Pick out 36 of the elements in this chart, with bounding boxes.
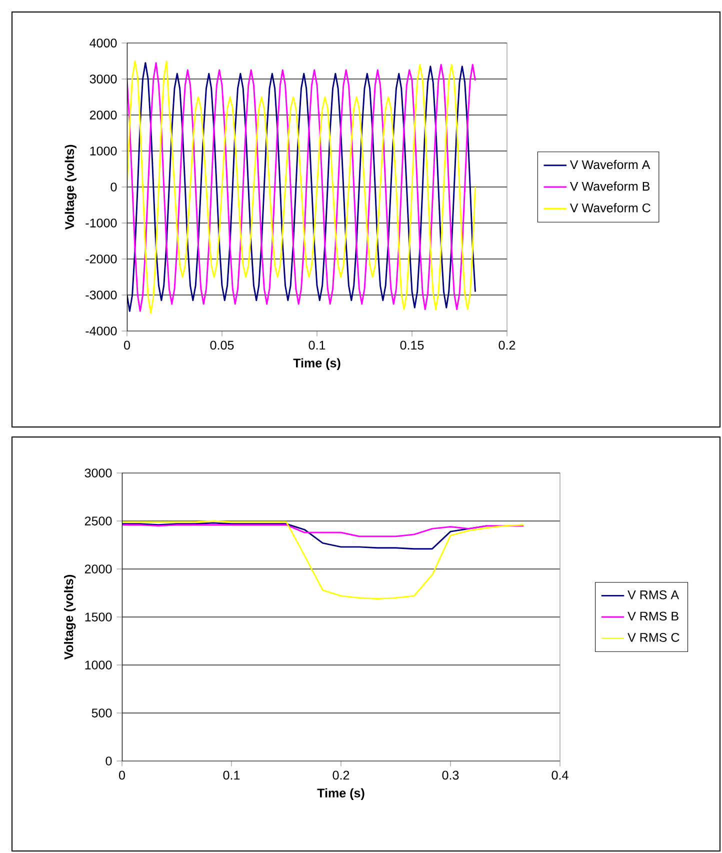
legend-label: V RMS C (628, 632, 680, 642)
x-tick-label: 0.1 (223, 770, 240, 780)
y-tick-label: 2500 (84, 516, 112, 526)
x-axis-title: Time (s) (317, 788, 364, 800)
y-tick-label: -3000 (86, 290, 117, 300)
x-axis-title: Time (s) (293, 358, 340, 370)
legend-label: V Waveform B (570, 182, 650, 191)
legend-label: V RMS B (628, 612, 678, 621)
y-axis-title: Voltage (volts) (64, 144, 77, 230)
y-tick-label: 1000 (85, 660, 112, 670)
x-tick-label: 0.15 (400, 340, 424, 350)
x-tick-label: 0.2 (332, 770, 350, 780)
y-tick-label: 3000 (90, 74, 117, 84)
y-tick-label: -2000 (86, 254, 117, 264)
y-tick-label: 1500 (85, 612, 112, 622)
legend-label: V Waveform A (570, 160, 650, 170)
y-axis-title: Voltage (volts) (64, 574, 76, 660)
x-tick-label: 0.4 (552, 770, 568, 780)
x-tick-label: 0.05 (210, 340, 234, 350)
x-tick-label: 0.3 (442, 770, 459, 780)
x-tick-label: 0.1 (308, 340, 326, 350)
y-tick-label: 2000 (84, 564, 112, 574)
x-tick-label: 0 (118, 770, 125, 780)
y-tick-label: -4000 (86, 326, 117, 336)
y-tick-label: 4000 (90, 38, 117, 48)
y-tick-label: 0 (106, 756, 112, 766)
x-tick-label: 0.2 (498, 340, 516, 350)
legend-label: V RMS A (628, 590, 680, 600)
x-tick-label: 0 (124, 340, 130, 350)
y-tick-label: -1000 (86, 218, 117, 228)
y-tick-label: 2000 (90, 110, 117, 120)
y-tick-label: 500 (92, 708, 112, 718)
legend-label: V Waveform C (570, 203, 650, 212)
y-tick-label: 0 (110, 182, 117, 192)
y-tick-label: 1000 (90, 146, 117, 156)
y-tick-label: 3000 (84, 468, 112, 478)
